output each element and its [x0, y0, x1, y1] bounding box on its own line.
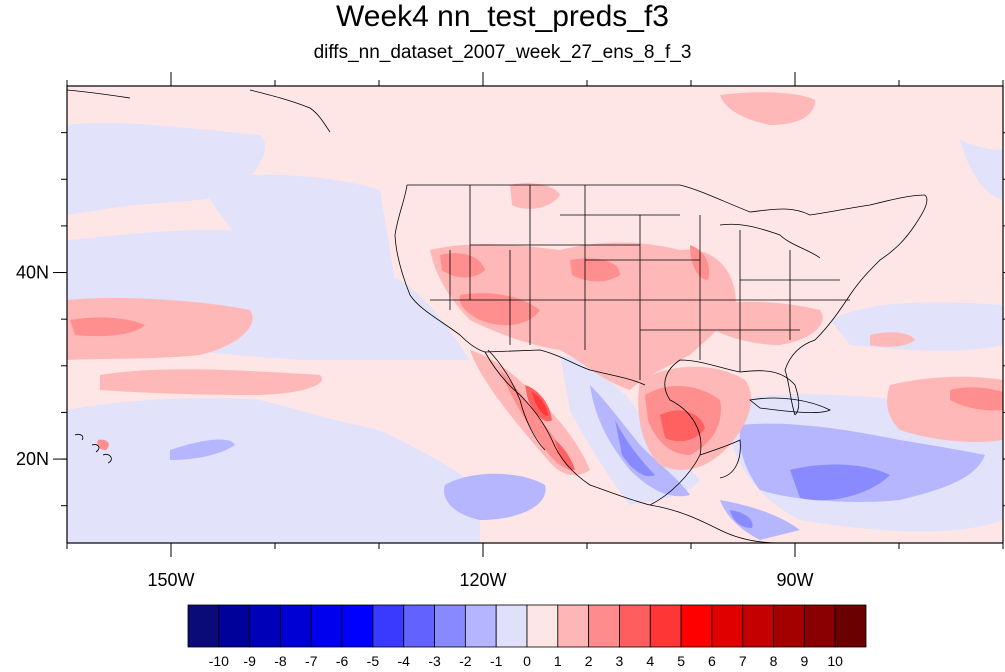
colorbar-swatch — [619, 604, 651, 648]
colorbar-swatch — [434, 604, 466, 648]
lon-tick-label: 90W — [776, 570, 813, 590]
colorbar-label: 10 — [827, 653, 843, 669]
colorbar-swatch — [403, 604, 435, 648]
colorbar-label: 6 — [708, 653, 716, 669]
plot-subtitle: diffs_nn_dataset_2007_week_27_ens_8_f_3 — [313, 42, 692, 63]
colorbar-swatch — [834, 604, 867, 648]
colorbar-swatch — [218, 604, 251, 648]
colorbar-label: -6 — [336, 653, 349, 669]
colorbar-swatch — [557, 604, 590, 648]
lon-tick-label: 120W — [459, 570, 506, 590]
colorbar-swatch — [464, 604, 497, 648]
colorbar-swatch — [372, 604, 405, 648]
colorbar-label: 2 — [585, 653, 593, 669]
colorbar-swatch — [588, 604, 620, 648]
colorbar-label: -5 — [367, 653, 380, 669]
colorbar-swatch — [495, 604, 528, 648]
lat-tick-label: 20N — [16, 449, 49, 469]
colorbar-label: -2 — [459, 653, 472, 669]
colorbar-swatch — [742, 604, 774, 648]
contour-level-minus3 — [615, 420, 890, 528]
map-frame — [66, 85, 1004, 544]
colorbar-swatch — [187, 604, 220, 648]
map-panel — [67, 86, 1003, 543]
colorbar-label: 9 — [800, 653, 808, 669]
colorbar-label: 0 — [523, 653, 531, 669]
colorbar-swatch — [526, 604, 559, 648]
colorbar-swatch — [711, 604, 744, 648]
colorbar-swatch — [280, 604, 312, 648]
colorbar-label: -1 — [490, 653, 503, 669]
plot-title: Week4 nn_test_preds_f3 — [335, 0, 669, 33]
colorbar: -10 -9 -8 -7 -6 -5 -4 -3 -2 -1 0 1 2 3 4 5 6 7 8 9 10 — [187, 604, 867, 669]
colorbar-swatch — [310, 604, 343, 648]
colorbar-label: -4 — [398, 653, 411, 669]
colorbar-label: 5 — [677, 653, 685, 669]
coastlines-and-borders — [67, 89, 928, 543]
colorbar-label: 4 — [646, 653, 654, 669]
colorbar-label: 7 — [739, 653, 747, 669]
colorbar-swatch — [773, 604, 805, 648]
colorbar-swatch — [680, 604, 713, 648]
lon-tick-label: 150W — [147, 570, 194, 590]
lat-tick-label: 40N — [16, 263, 49, 283]
colorbar-label: -7 — [305, 653, 318, 669]
colorbar-label: -3 — [428, 653, 441, 669]
colorbar-label: -8 — [274, 653, 287, 669]
colorbar-swatch — [249, 604, 281, 648]
contour-level-plus4 — [532, 392, 548, 416]
axis-ticks: 150W 120W 90W 40N 20N — [16, 72, 1005, 590]
colorbar-label: 8 — [770, 653, 778, 669]
colorbar-swatch — [341, 604, 374, 648]
colorbar-label: 3 — [616, 653, 624, 669]
colorbar-label: 1 — [554, 653, 562, 669]
colorbar-swatch — [803, 604, 836, 648]
colorbar-label: -10 — [209, 653, 229, 669]
colorbar-label: -9 — [243, 653, 256, 669]
colorbar-swatch — [649, 604, 682, 648]
